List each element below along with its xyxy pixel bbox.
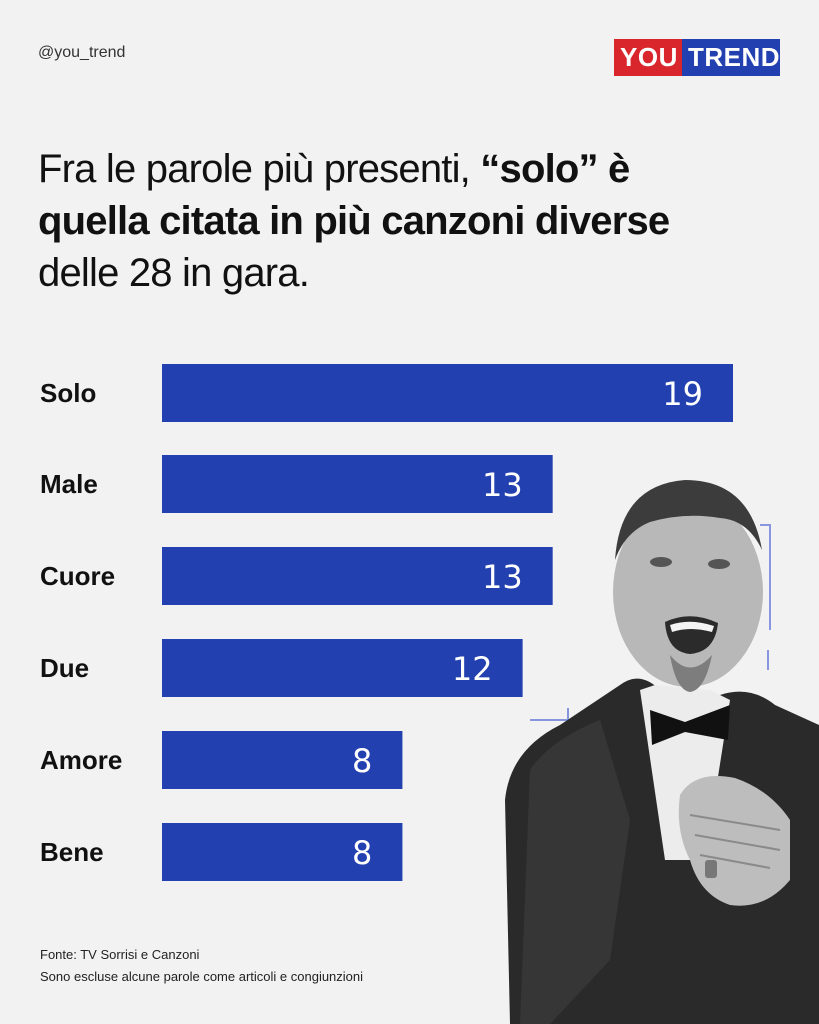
category-label-due: Due [40, 653, 89, 683]
category-label-cuore: Cuore [40, 561, 115, 591]
category-label-male: Male [40, 469, 98, 499]
category-label-bene: Bene [40, 837, 104, 867]
bar-bene [162, 823, 403, 881]
headline-part1: Fra le parole più presenti, [38, 147, 481, 191]
headline-part3: delle 28 in gara. [38, 251, 310, 295]
presenter-photo [505, 480, 819, 1024]
exclusion-note: Sono escluse alcune parole come articoli… [40, 969, 364, 984]
value-label-amore: 8 [352, 742, 372, 780]
value-label-male: 13 [482, 466, 523, 504]
bar-solo [162, 364, 733, 422]
headline: Fra le parole più presenti, “solo” è que… [38, 143, 678, 299]
bar-amore [162, 731, 403, 789]
bar-due [162, 639, 523, 697]
bar-cuore [162, 547, 553, 605]
value-label-solo: 19 [662, 375, 703, 413]
category-label-amore: Amore [40, 745, 122, 775]
bars-group: Solo 19 Male 13 Cuore 13 Due 12 Amore 8 Bene 8 [40, 364, 733, 881]
category-label-solo: Solo [40, 378, 96, 408]
bar-chart: Solo 19 Male 13 Cuore 13 Due 12 Amore 8 Bene 8 [40, 364, 733, 881]
value-label-due: 12 [452, 650, 493, 688]
value-label-cuore: 13 [482, 558, 523, 596]
logo-trend: TREND [682, 39, 780, 76]
source-note: Fonte: TV Sorrisi e Canzoni [40, 947, 200, 962]
social-handle: @you_trend [38, 44, 126, 61]
headline-part2: “solo” è quella citata in più canzoni di… [38, 147, 670, 243]
footer-notes: Fonte: TV Sorrisi e Canzoni Sono escluse… [40, 944, 363, 988]
youtrend-logo: YOU TREND [614, 39, 780, 76]
value-label-bene: 8 [352, 834, 372, 872]
bar-male [162, 455, 553, 513]
logo-you: YOU [614, 39, 682, 76]
